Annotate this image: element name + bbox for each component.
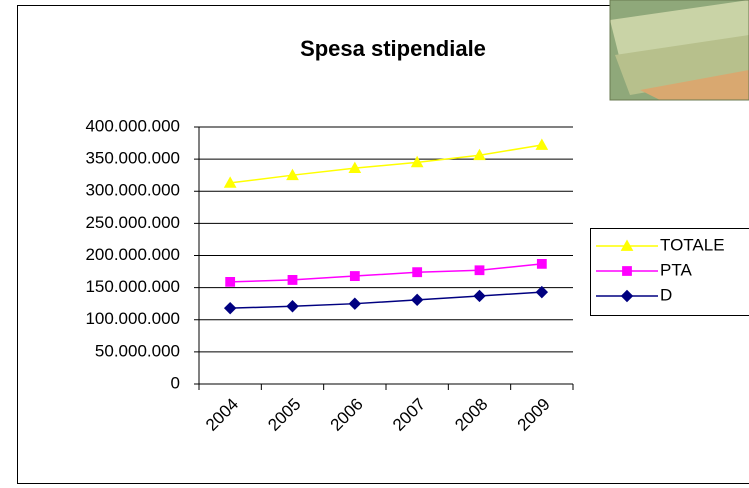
marker [473,289,486,303]
legend-label: PTA [660,260,692,279]
marker [225,276,236,287]
marker [348,161,362,174]
y-tick-label: 350.000.000 [85,149,180,168]
marker [410,293,424,307]
y-tick-label: 250.000.000 [85,213,180,232]
y-tick-label: 200.000.000 [85,245,180,264]
marker [348,297,362,310]
legend-box [590,228,749,316]
y-tick-label: 0 [171,373,180,392]
marker [287,275,298,285]
marker [622,266,632,276]
series-line [230,144,542,184]
series-line [230,291,542,309]
marker [349,271,360,281]
marker [223,176,237,188]
marker [410,155,424,168]
decorative-photo [609,0,749,101]
marker [286,300,299,313]
chart-title: Spesa stipendiale [300,36,486,61]
marker [620,289,634,303]
marker [473,148,486,161]
marker [535,285,549,299]
marker [286,168,299,181]
y-tick-label: 400.000.000 [85,116,180,135]
y-tick-label: 50.000.000 [95,341,180,360]
y-tick-label: 150.000.000 [85,277,180,296]
y-tick-label: 300.000.000 [85,181,180,200]
marker [535,138,549,150]
marker [223,301,237,315]
marker [412,267,423,278]
series-line [230,263,542,283]
marker [474,265,485,276]
marker [620,239,634,251]
marker [536,258,547,269]
legend-label: TOTALE [660,235,725,254]
legend-label: D [660,285,672,304]
y-tick-label: 100.000.000 [85,309,180,328]
